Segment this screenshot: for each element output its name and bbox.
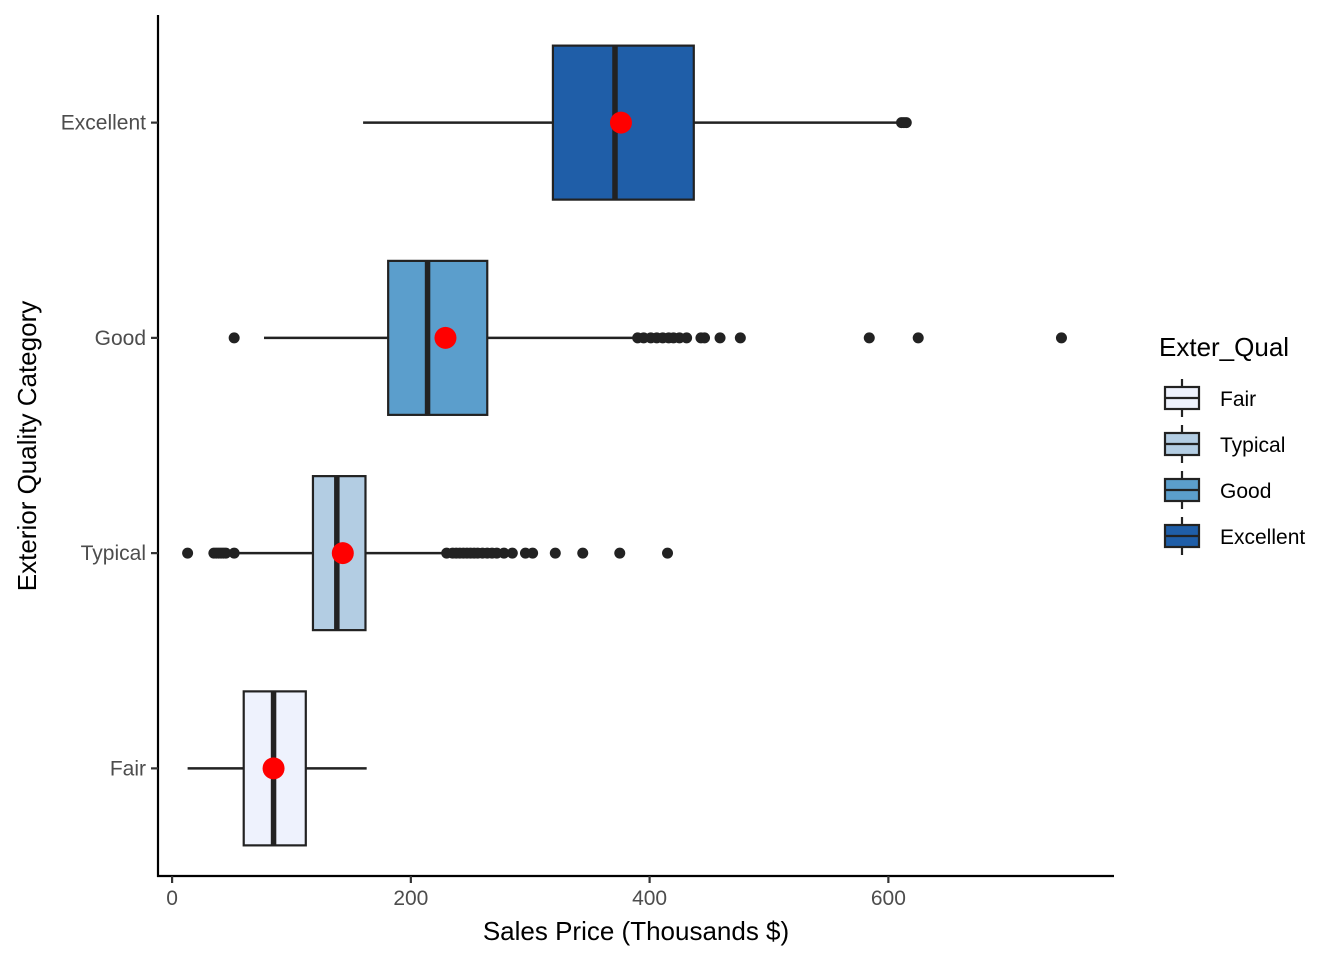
outlier-point	[228, 547, 240, 559]
plot-panel	[182, 44, 1067, 847]
legend-item-typical: Typical	[1163, 425, 1285, 463]
x-tick-label: 400	[632, 887, 667, 910]
outlier-point	[714, 332, 726, 344]
outlier-point	[577, 547, 589, 559]
mean-point-good	[434, 326, 457, 349]
outlier-point	[662, 547, 674, 559]
legend-label-typical: Typical	[1220, 434, 1285, 457]
box-group-typical	[182, 475, 674, 632]
outlier-point	[506, 547, 518, 559]
outlier-point	[863, 332, 875, 344]
outlier-point	[228, 332, 240, 344]
x-tick-label: 600	[871, 887, 906, 910]
outlier-point	[1055, 332, 1067, 344]
legend-item-excellent: Excellent	[1163, 517, 1305, 555]
outlier-point	[549, 547, 561, 559]
outlier-point	[182, 547, 194, 559]
box-group-excellent	[363, 44, 912, 201]
mean-point-fair	[262, 757, 285, 780]
y-tick-label: Good	[95, 327, 146, 350]
outlier-point	[681, 332, 693, 344]
legend-label-good: Good	[1220, 480, 1271, 503]
x-axis: 0 200 400 600	[157, 874, 1114, 910]
legend-label-excellent: Excellent	[1220, 526, 1305, 549]
mean-point-typical	[331, 542, 354, 565]
mean-point-excellent	[609, 111, 632, 134]
legend: Exter_Qual Fair Typical Good Excellent	[1159, 332, 1305, 555]
outlier-point	[734, 332, 746, 344]
outlier-point	[498, 547, 510, 559]
y-tick-label: Excellent	[61, 112, 146, 135]
legend-label-fair: Fair	[1220, 388, 1256, 411]
legend-item-fair: Fair	[1163, 379, 1256, 417]
box-group-fair	[187, 690, 367, 847]
x-tick-label: 0	[166, 887, 178, 910]
outlier-point	[912, 332, 924, 344]
outlier-point	[220, 547, 232, 559]
legend-title: Exter_Qual	[1159, 332, 1289, 362]
legend-item-good: Good	[1163, 471, 1271, 509]
x-axis-title: Sales Price (Thousands $)	[483, 916, 789, 946]
y-axis: Fair Typical Good Excellent	[61, 15, 160, 877]
y-axis-title: Exterior Quality Category	[12, 301, 42, 591]
outlier-point	[900, 117, 912, 129]
x-tick-label: 200	[393, 887, 428, 910]
outlier-point	[614, 547, 626, 559]
box-group-good	[228, 259, 1067, 416]
outlier-point	[699, 332, 711, 344]
outlier-point	[527, 547, 539, 559]
y-tick-label: Fair	[110, 757, 146, 780]
y-tick-label: Typical	[81, 542, 146, 565]
